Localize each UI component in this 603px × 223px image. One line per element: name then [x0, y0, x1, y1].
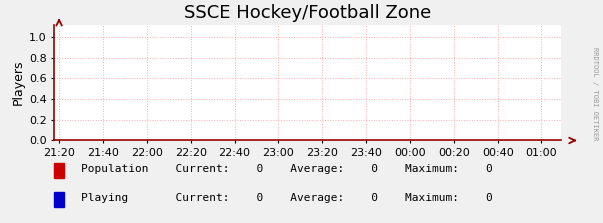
Text: Population    Current:    0    Average:    0    Maximum:    0: Population Current: 0 Average: 0 Maximum… — [81, 165, 493, 174]
Title: SSCE Hockey/Football Zone: SSCE Hockey/Football Zone — [184, 4, 431, 22]
Text: Playing       Current:    0    Average:    0    Maximum:    0: Playing Current: 0 Average: 0 Maximum: 0 — [81, 194, 493, 203]
Y-axis label: Players: Players — [11, 60, 25, 105]
Text: RRDTOOL / TOBI OETIKER: RRDTOOL / TOBI OETIKER — [592, 47, 598, 140]
